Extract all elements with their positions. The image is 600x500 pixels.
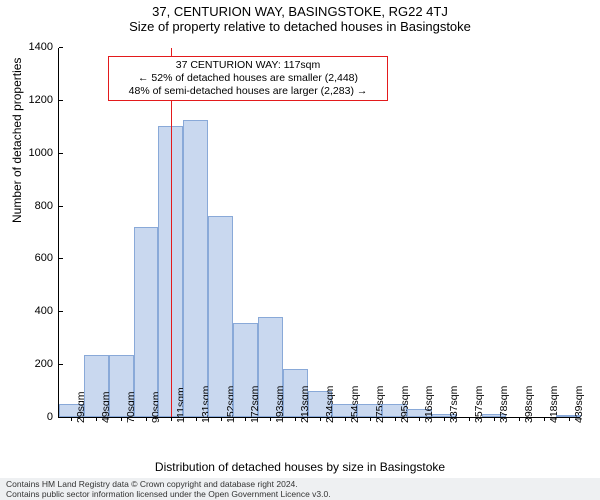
y-tick: 600	[35, 252, 59, 264]
x-tick-mark	[395, 417, 396, 421]
histogram-bar	[134, 227, 159, 417]
y-tick: 200	[35, 358, 59, 370]
y-tick: 800	[35, 200, 59, 212]
x-tick-mark	[270, 417, 271, 421]
x-tick-mark	[320, 417, 321, 421]
x-tick-mark	[469, 417, 470, 421]
x-tick-label: 439sqm	[573, 386, 585, 423]
x-tick-mark	[71, 417, 72, 421]
footer-line: Contains HM Land Registry data © Crown c…	[6, 479, 594, 489]
footer-line: Contains public sector information licen…	[6, 489, 594, 499]
y-tick: 1200	[29, 94, 59, 106]
x-tick-mark	[569, 417, 570, 421]
x-tick-mark	[345, 417, 346, 421]
x-tick-mark	[121, 417, 122, 421]
x-tick-label: 295sqm	[399, 386, 411, 423]
plot-area: 020040060080010001200140029sqm49sqm70sqm…	[58, 48, 580, 418]
y-tick: 1400	[29, 41, 59, 53]
x-tick-mark	[171, 417, 172, 421]
page-title-line2: Size of property relative to detached ho…	[0, 19, 600, 36]
x-tick-label: 418sqm	[548, 386, 560, 423]
page-title-line1: 37, CENTURION WAY, BASINGSTOKE, RG22 4TJ	[0, 0, 600, 19]
annotation-line: ← 52% of detached houses are smaller (2,…	[115, 72, 381, 85]
footer: Contains HM Land Registry data © Crown c…	[0, 478, 600, 500]
x-tick-mark	[96, 417, 97, 421]
x-tick-mark	[245, 417, 246, 421]
histogram-bar	[183, 120, 208, 417]
annotation-line: 48% of semi-detached houses are larger (…	[115, 85, 381, 98]
x-tick-mark	[419, 417, 420, 421]
x-tick-mark	[146, 417, 147, 421]
y-axis-label: Number of detached properties	[10, 58, 24, 223]
x-tick-label: 357sqm	[473, 386, 485, 423]
x-axis-label: Distribution of detached houses by size …	[0, 460, 600, 474]
x-tick-mark	[444, 417, 445, 421]
x-tick-mark	[519, 417, 520, 421]
x-tick-label: 316sqm	[423, 386, 435, 423]
annotation-line: 37 CENTURION WAY: 117sqm	[115, 59, 381, 72]
y-tick: 400	[35, 305, 59, 317]
marker-annotation: 37 CENTURION WAY: 117sqm ← 52% of detach…	[108, 56, 388, 101]
x-tick-label: 337sqm	[448, 386, 460, 423]
x-tick-mark	[221, 417, 222, 421]
x-tick-mark	[494, 417, 495, 421]
x-tick-label: 378sqm	[498, 386, 510, 423]
x-tick-mark	[295, 417, 296, 421]
y-tick: 0	[47, 411, 59, 423]
x-tick-mark	[544, 417, 545, 421]
property-marker-line	[171, 48, 172, 417]
y-tick: 1000	[29, 147, 59, 159]
x-tick-label: 398sqm	[523, 386, 535, 423]
chart-area: 020040060080010001200140029sqm49sqm70sqm…	[58, 48, 580, 418]
x-tick-mark	[196, 417, 197, 421]
x-tick-mark	[370, 417, 371, 421]
